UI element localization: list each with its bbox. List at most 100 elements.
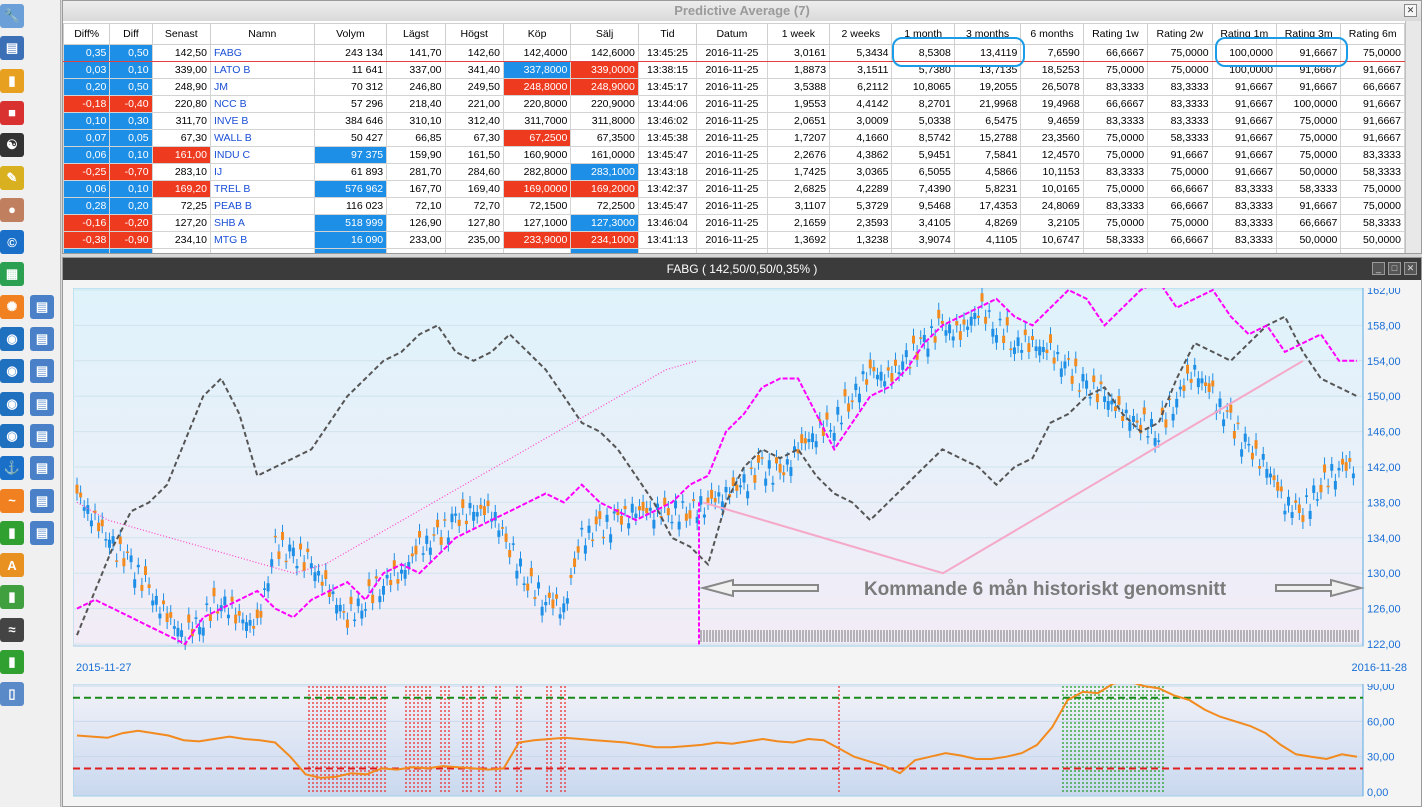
network-icon[interactable]: ✺ [0, 294, 24, 319]
chart-tool-icon[interactable]: ▤ [30, 391, 54, 416]
candle [1009, 348, 1013, 351]
bar-chart-icon[interactable]: ▮ [0, 585, 24, 610]
table-row[interactable]: 0,28 0,20 72,25 PEAB B 116 023 72,10 72,70 72,1… [63, 197, 1405, 215]
table-row[interactable]: -0,38 -0,90 234,10 MTG B 16 090 233,00 235,00 2… [63, 231, 1405, 249]
anchor-icon[interactable]: ⚓ [0, 456, 24, 481]
yin-yang-icon[interactable]: ☯ [0, 133, 24, 158]
calendar-icon[interactable]: ▦ [0, 262, 24, 287]
column-header[interactable]: Diff% [63, 23, 111, 45]
table-row[interactable]: 0,20 0,50 248,90 JM 70 312 246,80 249,50 248,80… [63, 78, 1405, 96]
candle [133, 579, 137, 588]
column-header[interactable]: Rating 1w [1082, 23, 1149, 45]
candle [1041, 347, 1045, 353]
chart-tool-icon[interactable]: ▤ [30, 359, 54, 384]
candle [335, 604, 339, 614]
candle [500, 527, 504, 529]
bar-chart-icon[interactable]: ▮ [0, 68, 24, 93]
column-header[interactable]: 6 months [1020, 23, 1084, 45]
table-row[interactable]: -0,25 -0,70 283,10 IJ 61 893 281,70 284,60 282,… [63, 163, 1405, 181]
stop-icon[interactable]: ■ [0, 100, 24, 125]
column-header[interactable]: Datum [696, 23, 768, 45]
y-tick-label: 126,00 [1367, 604, 1401, 616]
table-row[interactable]: 0,180,30167,00ASSA B826 757165,50167,301… [63, 248, 1405, 253]
portrait-icon[interactable]: ● [0, 197, 24, 222]
table-cell: 0,30 [109, 248, 153, 253]
candle [901, 361, 905, 370]
table-cell: 169,0000 [502, 180, 572, 198]
table-row[interactable]: 0,10 0,30 311,70 INVE B 384 646 310,10 312,40 3… [63, 112, 1405, 130]
wrench-icon[interactable]: 🔧 [0, 4, 24, 28]
column-header[interactable]: Rating 6m [1340, 23, 1405, 45]
table-row[interactable]: -0,18 -0,40 220,80 NCC B 57 296 218,40 221,00 2… [63, 95, 1405, 113]
column-header[interactable]: Rating 2w [1147, 23, 1213, 45]
column-header[interactable]: Lägst [386, 23, 446, 45]
chart-tool-icon[interactable]: ▤ [30, 456, 54, 481]
column-header[interactable]: Köp [502, 23, 572, 45]
table-cell: 0,50 [109, 44, 153, 62]
column-header[interactable]: 2 weeks [829, 23, 893, 45]
chart-tool-icon[interactable]: ▤ [30, 294, 54, 319]
compass-icon[interactable]: ◉ [0, 423, 24, 448]
candle [583, 545, 587, 554]
table-row[interactable]: 0,06 0,10 169,20 TREL B 576 962 167,70 169,40 1… [63, 180, 1405, 198]
table-cell: 58,3333 [1147, 129, 1213, 147]
candle [378, 596, 382, 603]
column-header[interactable]: Diff [109, 23, 153, 45]
wave-icon[interactable]: ≈ [0, 617, 24, 642]
bar-chart-icon[interactable]: ▮ [0, 520, 24, 545]
candle [180, 630, 184, 637]
table-cell: 66,6667 [1082, 248, 1149, 253]
maximize-icon[interactable]: □ [1388, 262, 1401, 275]
column-header[interactable]: Rating 1m [1211, 23, 1277, 45]
candle [1012, 347, 1016, 354]
chart-title-text: FABG ( 142,50/0,50/0,35% ) [666, 262, 818, 276]
chart-tool-icon[interactable]: ▤ [30, 488, 54, 513]
compass-icon[interactable]: ◉ [0, 391, 24, 416]
table-row[interactable]: 0,06 0,10 161,00 INDU C 97 375 159,90 161,50 16… [63, 146, 1405, 164]
candle [288, 544, 292, 552]
table-cell: 243 134 [313, 44, 388, 62]
chart-tool-icon[interactable]: ▤ [30, 520, 54, 545]
candle [324, 570, 328, 579]
compass-icon[interactable]: ◉ [0, 359, 24, 384]
column-header[interactable]: Högst [444, 23, 504, 45]
column-header[interactable]: Volym [313, 23, 388, 45]
table-cell: 66,6667 [1340, 78, 1405, 96]
column-header[interactable]: Namn [209, 23, 315, 45]
table-row[interactable]: 0,07 0,05 67,30 WALL B 50 427 66,85 67,30 67,25… [63, 129, 1405, 147]
candle [1200, 378, 1204, 384]
vertical-scrollbar[interactable] [1405, 21, 1421, 253]
bar-chart-icon[interactable]: ▮ [0, 650, 24, 674]
chart-tool-icon[interactable]: ▤ [30, 327, 54, 351]
close-icon[interactable]: ✕ [1404, 4, 1417, 17]
trend-icon[interactable]: ~ [0, 488, 24, 513]
notepad-icon[interactable]: ▤ [0, 36, 24, 61]
table-cell: 233,9000 [502, 231, 572, 249]
minimize-icon[interactable]: _ [1372, 262, 1385, 275]
column-header[interactable]: Senast [151, 23, 211, 45]
table-row[interactable]: 0,35 0,50 142,50 FABG 243 134 141,70 142,60 142… [63, 44, 1405, 62]
candle [919, 337, 923, 339]
candle [403, 569, 407, 579]
compass-icon[interactable]: ◉ [0, 327, 24, 351]
candle [969, 316, 973, 326]
chart-tool-icon[interactable]: ▤ [30, 423, 54, 448]
column-header[interactable]: Tid [637, 23, 698, 45]
adx-icon[interactable]: A [0, 553, 24, 578]
skype-icon[interactable]: © [0, 230, 24, 255]
oscillator-chart[interactable]: 90,00 60,00 30,00 0,00 [73, 684, 1413, 800]
candle [1168, 398, 1172, 400]
candle [194, 617, 198, 619]
close-icon[interactable]: ✕ [1404, 262, 1417, 275]
candle [533, 597, 537, 600]
pin-icon[interactable]: ✎ [0, 165, 24, 190]
candle [1297, 504, 1301, 513]
column-header[interactable]: 1 month [891, 23, 955, 45]
price-chart[interactable]: 162,00 158,00 154,00 150,00 146,00 142,00 138,… [73, 288, 1413, 650]
table-cell: 3,0365 [829, 163, 893, 181]
column-header[interactable]: 1 week [766, 23, 831, 45]
column-header[interactable]: Sälj [570, 23, 639, 45]
table-row[interactable]: -0,16 -0,20 127,20 SHB A 518 999 126,90 127,80… [63, 214, 1405, 232]
table-row[interactable]: 0,03 0,10 339,00 LATO B 11 641 337,00 341,40 33… [63, 61, 1405, 79]
document-icon[interactable]: ▯ [0, 682, 24, 707]
